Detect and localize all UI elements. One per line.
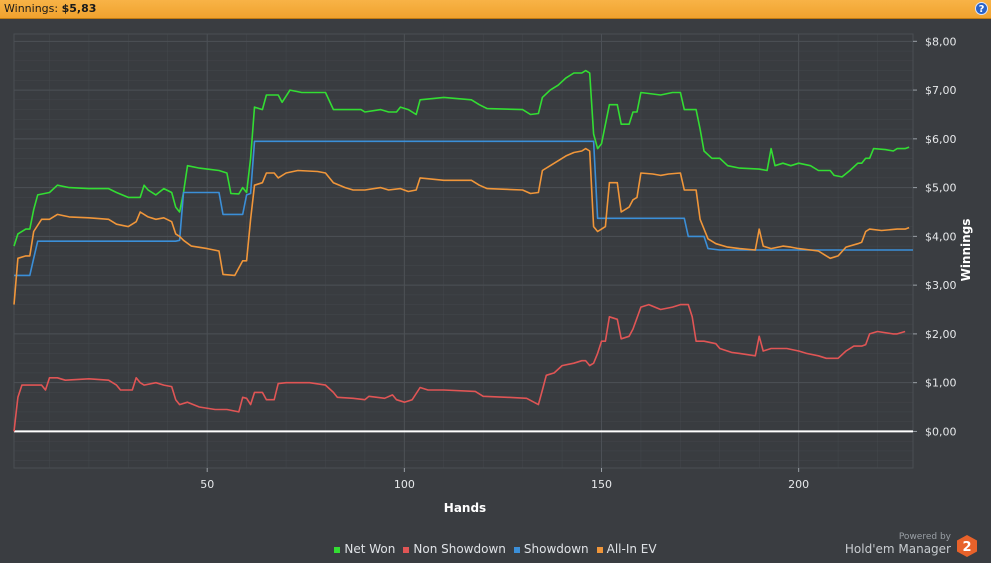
x-tick-label: 50 [200,478,214,491]
series-line-net-won [13,69,910,247]
y-tick-label: $3,00 [925,279,957,292]
brand-logo: Powered by Hold'em Manager 2 [827,531,977,559]
legend-swatch [334,546,341,553]
brand-name: Hold'em Manager [844,542,951,556]
y-tick-label: $6,00 [925,133,957,146]
winnings-summary: Winnings: $5,83 [4,2,96,15]
hm2-logo-icon: 2 [957,535,977,557]
legend-item[interactable]: Showdown [513,542,589,556]
legend: Net Won Non Showdown Showdown All-In EV [0,542,991,556]
powered-by-text: Powered by [898,532,951,542]
y-axis-label: Winnings [959,219,973,282]
y-tick-label: $4,00 [925,230,957,243]
legend-label: All-In EV [606,542,657,556]
y-tick-label: $0,00 [925,425,957,438]
series-lines [13,69,913,432]
series-line-showdown [14,140,913,277]
x-tick-label: 150 [591,478,612,491]
legend-label: Showdown [523,542,589,556]
x-axis-label: Hands [444,501,486,515]
legend-label: Non Showdown [413,542,506,556]
plot-area [13,33,914,469]
legend-swatch [596,546,603,553]
y-tick-label: $7,00 [925,84,957,97]
legend-swatch [403,546,410,553]
y-tick-label: $8,00 [925,35,957,48]
winnings-value: $5,83 [61,2,97,15]
series-line-non-showdown [13,303,906,432]
winnings-header-bar: Winnings: $5,83 ? [0,0,991,19]
x-tick-label: 200 [788,478,809,491]
x-axis: 50 100 150 200 [200,468,809,491]
legend-item[interactable]: Net Won [334,542,395,556]
y-axis: $0,00 $1,00 $2,00 $3,00 $4,00 $5,00 $6,00 $7,00… [913,35,957,438]
x-tick-label: 100 [394,478,415,491]
y-tick-label: $5,00 [925,182,957,195]
series-line-all-in-ev [13,147,910,305]
y-tick-label: $1,00 [925,377,957,390]
legend-label: Net Won [344,542,396,556]
grid [14,34,913,468]
legend-swatch [513,546,520,553]
help-icon[interactable]: ? [975,2,988,15]
y-tick-label: $2,00 [925,328,957,341]
logo-text: 2 [962,540,971,555]
legend-item[interactable]: Non Showdown [403,542,506,556]
winnings-label: Winnings: [4,2,59,15]
legend-item[interactable]: All-In EV [596,542,657,556]
